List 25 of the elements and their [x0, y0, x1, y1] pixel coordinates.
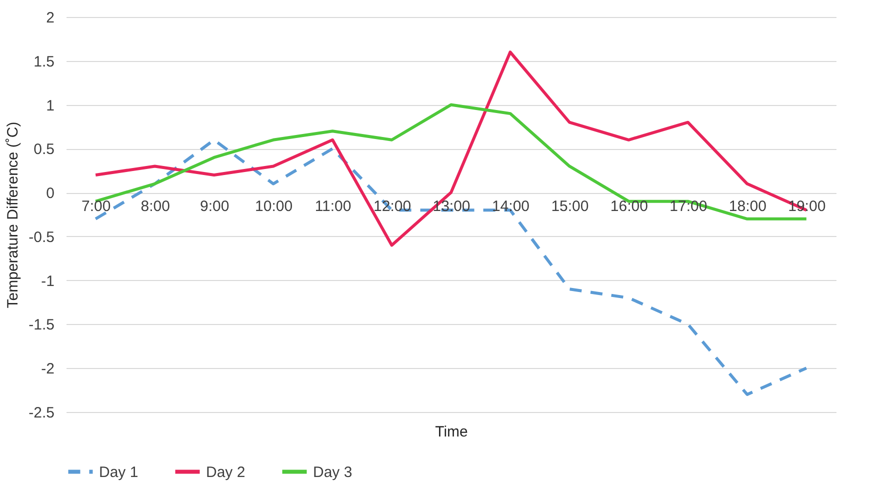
- legend-label: Day 3: [313, 464, 352, 481]
- y-tick-label: -2.5: [28, 404, 54, 422]
- x-tick-label: 10:00: [255, 198, 293, 216]
- y-tick-label: 0: [46, 185, 54, 202]
- y-tick-label: 1.5: [34, 53, 54, 70]
- y-tick-label: -1: [41, 272, 54, 290]
- x-tick-label: 15:00: [551, 198, 589, 216]
- y-tick-label: -2: [41, 360, 54, 378]
- y-tick-label: -1.5: [28, 316, 54, 334]
- x-tick-label: 14:00: [492, 198, 530, 216]
- x-tick-label: 11:00: [314, 198, 352, 216]
- y-tick-label: 2: [46, 10, 54, 26]
- x-tick-label: 18:00: [728, 198, 766, 216]
- x-tick-label: 16:00: [610, 198, 648, 216]
- x-axis-title: Time: [435, 424, 468, 440]
- y-tick-label: -0.5: [28, 228, 54, 246]
- x-tick-label: 9:00: [200, 198, 230, 216]
- y-tick-label: 1: [46, 97, 54, 114]
- y-axis-title: Temperature Difference (˚C): [4, 122, 22, 308]
- x-tick-label: 17:00: [670, 198, 708, 216]
- x-tick-label: 7:00: [82, 198, 111, 216]
- legend-label: Day 2: [206, 464, 246, 481]
- x-tick-label: 8:00: [140, 198, 170, 216]
- y-tick-label: 0.5: [34, 141, 54, 158]
- legend-label: Day 1: [99, 464, 138, 481]
